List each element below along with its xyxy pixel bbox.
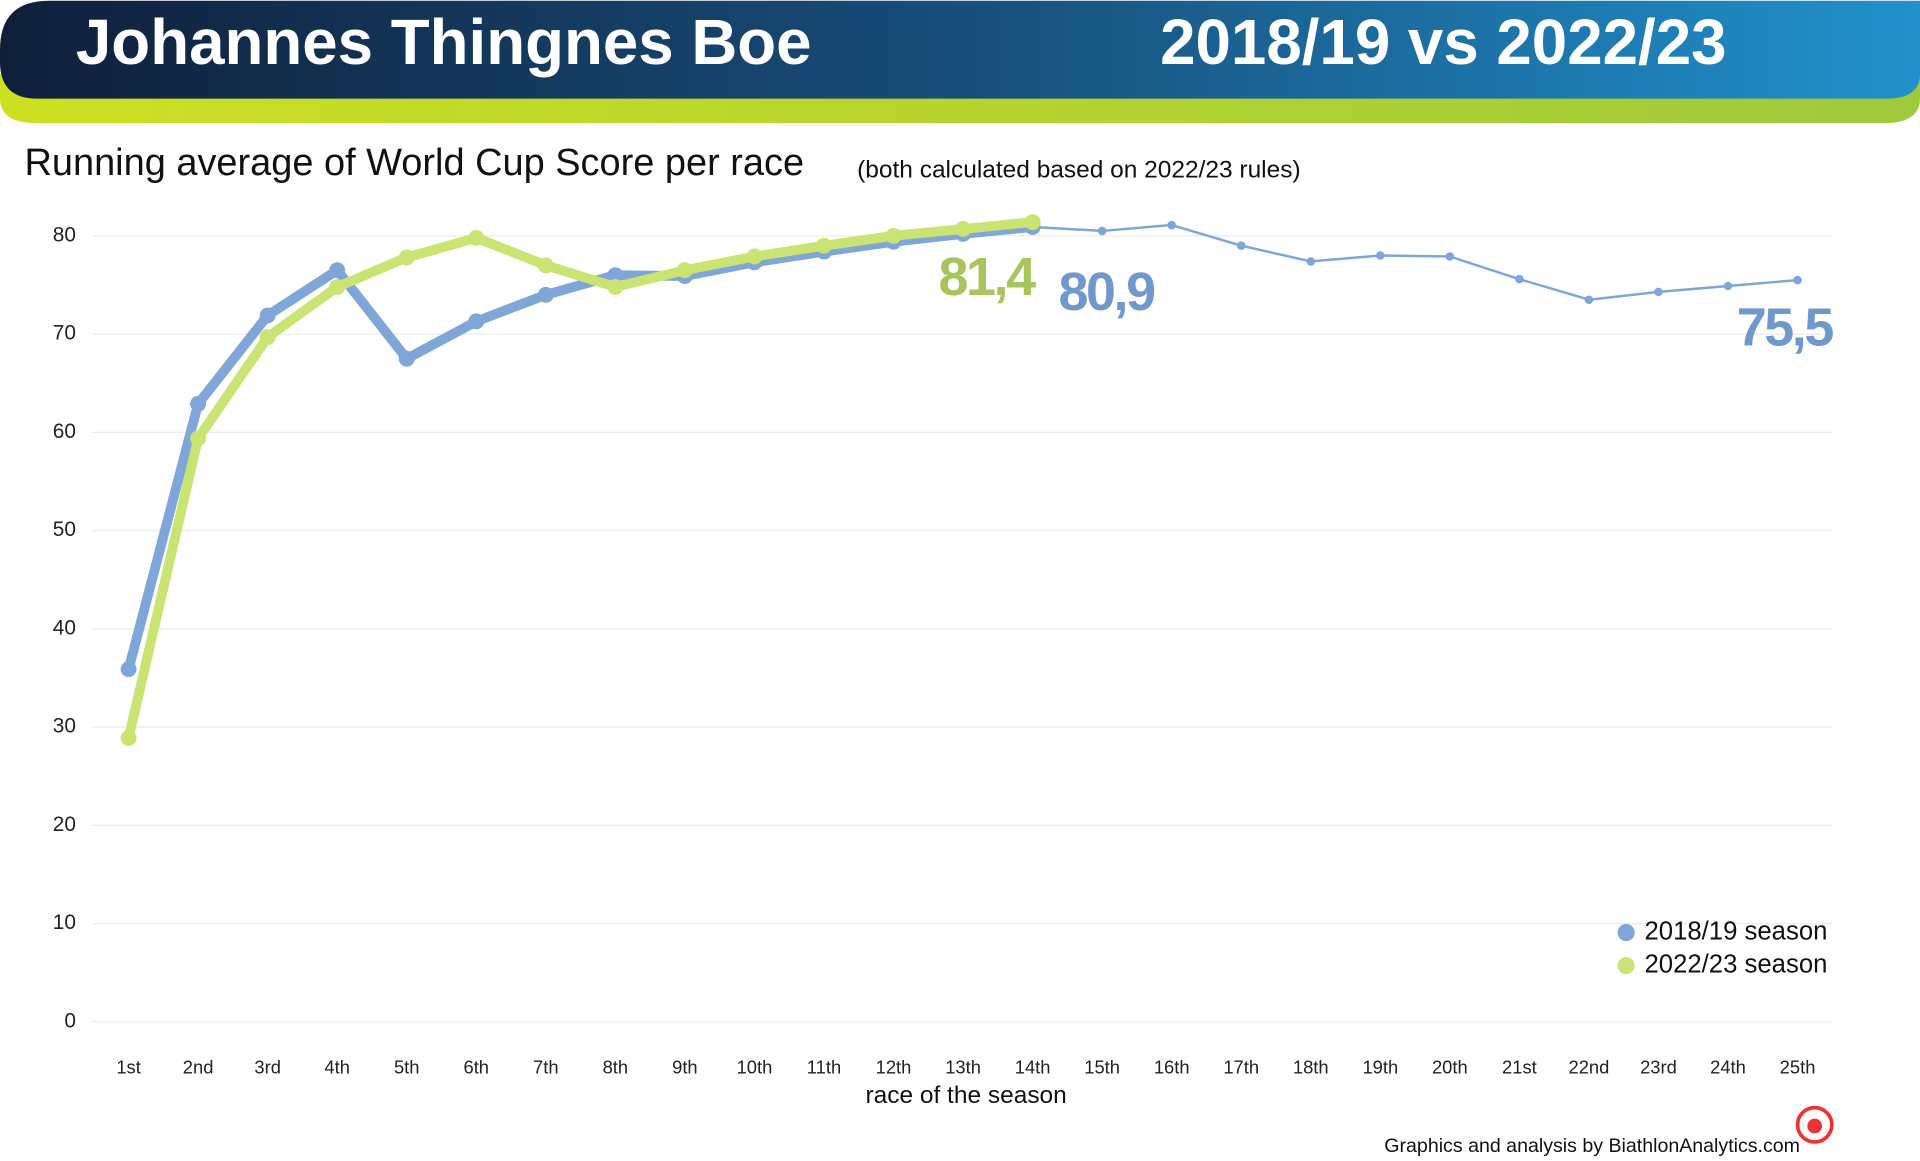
data-point [329,279,346,295]
data-point [1515,274,1524,284]
x-tick-label: 20th [1432,1056,1468,1077]
x-tick-label: 2nd [183,1056,214,1077]
data-point [468,229,485,246]
data-point [120,661,137,678]
value-label: 81,4 [939,247,1037,307]
x-tick-label: 1st [116,1056,141,1077]
x-tick-label: 3rd [254,1056,281,1077]
x-tick-label: 24th [1710,1056,1746,1077]
y-tick-label: 60 [53,420,76,443]
x-tick-label: 11th [807,1056,841,1077]
x-tick-label: 12th [876,1056,912,1077]
legend-swatch [1617,923,1635,942]
series-line [1031,223,1799,301]
x-tick-label: 7th [533,1056,559,1077]
y-tick-label: 70 [53,322,76,345]
data-point [468,313,485,330]
data-point [329,262,346,279]
data-point [1097,226,1107,236]
data-point [1723,281,1733,291]
data-point [1376,251,1385,260]
data-point [1167,220,1176,230]
data-point [607,267,624,284]
y-tick-label: 0 [64,1009,76,1032]
x-tick-label: 19th [1362,1056,1398,1077]
x-tick-label: 13th [945,1056,981,1077]
x-axis-label: race of the season [865,1082,1066,1109]
y-tick-label: 20 [53,813,76,836]
legend-label: 2022/23 season [1644,950,1827,978]
data-point [885,227,902,244]
subtitle: Running average of World Cup Score per r… [24,142,804,184]
legend-label: 2018/19 season [1644,917,1827,945]
data-point [746,248,763,265]
value-label: 80,9 [1059,262,1155,322]
data-point [1584,295,1594,305]
credit: Graphics and analysis by BiathlonAnalyti… [1384,1135,1800,1157]
x-tick-label: 17th [1223,1056,1259,1077]
y-tick-label: 10 [53,911,76,934]
x-tick-label: 14th [1015,1056,1051,1077]
data-point [398,249,415,266]
data-point [190,395,207,412]
data-point [676,262,693,279]
data-point [537,286,554,303]
data-point [1024,214,1041,231]
data-point [190,430,207,447]
series-line [123,222,1038,675]
x-tick-label: 18th [1293,1056,1329,1077]
chart-title: Johannes Thingnes Boe [76,7,812,78]
legend-swatch [1617,957,1635,975]
x-tick-label: 15th [1084,1056,1120,1077]
data-point [1445,252,1455,261]
chart-title-right: 2018/19 vs 2022/23 [1160,7,1726,78]
y-tick-label: 40 [53,616,76,639]
data-point [259,329,276,346]
x-tick-label: 16th [1154,1056,1190,1077]
x-tick-label: 4th [324,1056,350,1077]
data-point [259,307,276,324]
x-tick-label: 23rd [1640,1056,1677,1077]
data-point [607,279,624,295]
subtitle-note: (both calculated based on 2022/23 rules) [857,156,1300,183]
x-tick-label: 10th [737,1056,773,1077]
y-tick-label: 50 [53,518,76,541]
data-point [398,350,415,367]
x-tick-label: 5th [394,1056,420,1077]
x-tick-label: 21st [1502,1056,1537,1077]
data-point [1236,241,1246,250]
data-point [1793,275,1802,285]
logo-dot [1807,1118,1823,1134]
data-point [816,237,832,254]
x-tick-label: 25th [1780,1056,1816,1077]
data-point [1654,287,1663,297]
x-tick-label: 9th [672,1056,698,1077]
value-label: 75,5 [1737,298,1834,358]
x-tick-label: 6th [464,1056,490,1077]
y-tick-label: 30 [53,715,76,738]
data-point [955,221,972,237]
data-point [1306,257,1316,266]
y-tick-label: 80 [53,223,76,246]
x-tick-label: 22nd [1569,1056,1610,1077]
series-line [123,217,1038,743]
x-tick-label: 8th [603,1056,629,1077]
data-point [120,730,137,746]
header-banner [0,0,1920,99]
data-point [537,257,554,274]
